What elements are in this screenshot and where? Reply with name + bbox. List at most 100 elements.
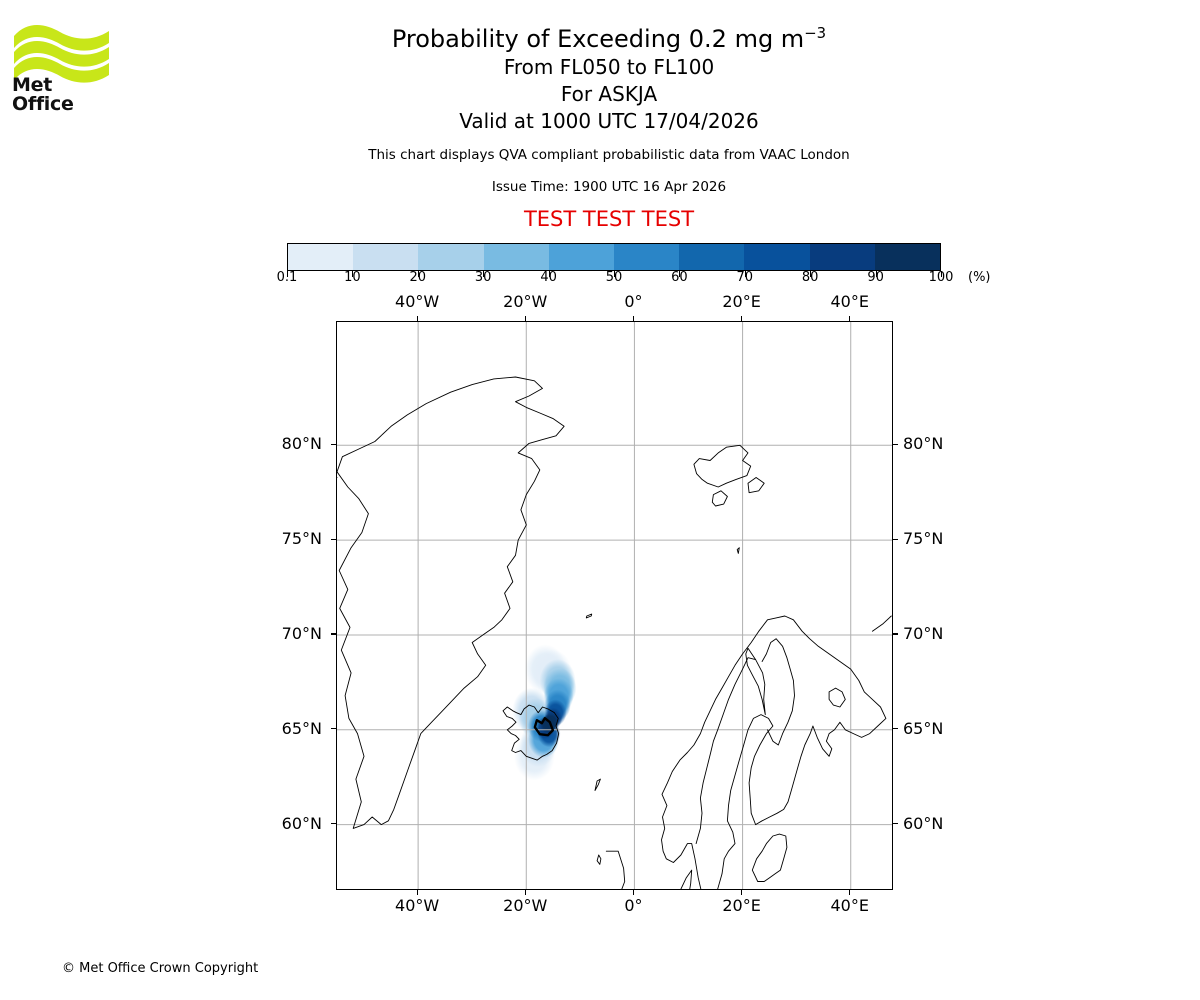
border-finland-sweden: [745, 647, 766, 716]
lon-tick-label-top: 40°E: [830, 292, 869, 311]
colorbar-tick: [875, 271, 877, 277]
lat-tick-label-right: 75°N: [903, 529, 944, 549]
coastline-denmark: [680, 869, 693, 889]
colorbar-swatch-1: [353, 244, 419, 270]
lat-tick-label-left: 60°N: [281, 813, 322, 833]
lon-tick-label-top: 20°E: [722, 292, 761, 311]
coastline-iceland: [502, 704, 560, 761]
colorbar-tick-label: 20: [409, 270, 427, 285]
lat-tick-right: [893, 633, 898, 635]
coastline-white-sea: [828, 687, 846, 708]
issue-time: Issue Time: 1900 UTC 16 Apr 2026: [491, 179, 727, 195]
lat-tick-right: [893, 728, 898, 730]
colorbar-tick-label: 100: [928, 270, 954, 285]
title-block: Probability of Exceeding 0.2 mg m−3 From…: [0, 24, 1200, 232]
volcano-subtitle: For ASKJA: [560, 82, 658, 106]
lon-tick-label-bottom: 20°W: [503, 896, 548, 915]
colorbar-tick-label: 80: [801, 270, 819, 285]
coastline-edgeoya: [747, 477, 765, 494]
page-title: Probability of Exceeding 0.2 mg m−3: [0, 24, 1200, 54]
qva-note: This chart displays QVA compliant probab…: [368, 147, 850, 163]
colorbar-gradient: [287, 243, 941, 271]
lat-tick-right: [893, 538, 898, 540]
colorbar-tick-label: 60: [671, 270, 688, 285]
coastline-outer-hebrides: [596, 854, 602, 865]
colorbar-swatch-5: [614, 244, 680, 270]
coastline-barents-coast: [871, 615, 892, 632]
colorbar-tick-label: 30: [474, 270, 492, 285]
lat-tick-right: [893, 823, 898, 825]
border-finland-russia: [761, 638, 795, 746]
coastline-layer: [337, 376, 892, 889]
coastline-baltic-states: [751, 833, 788, 882]
colorbar-tick-label: 0.1: [276, 270, 298, 285]
colorbar-swatch-8: [809, 244, 875, 270]
askja-source-marker: [533, 717, 555, 737]
lat-tick-label-left: 70°N: [281, 623, 322, 643]
met-office-logo: Met Office: [12, 22, 112, 114]
colorbar-tick: [614, 271, 616, 277]
map-plot-area[interactable]: [336, 321, 893, 890]
colorbar: [287, 243, 941, 271]
coastline-scandinavia: [661, 615, 887, 889]
colorbar-swatch-7: [744, 244, 810, 270]
colorbar-swatch-3: [483, 244, 549, 270]
lon-tick-bottom: [416, 890, 418, 895]
copyright-notice: © Met Office Crown Copyright: [62, 961, 259, 976]
colorbar-tick-label: 10: [344, 270, 361, 285]
border-norway-sweden: [695, 657, 757, 845]
page-title-exponent: −3: [804, 24, 827, 42]
colorbar-swatch-2: [418, 244, 484, 270]
colorbar-swatch-9: [874, 244, 941, 270]
colorbar-tick: [548, 271, 550, 277]
lon-tick-bottom: [849, 890, 851, 895]
lon-tick-bottom: [740, 890, 743, 895]
colorbar-tick: [744, 271, 746, 277]
colorbar-tick: [352, 271, 354, 277]
lon-tick-bottom: [524, 890, 526, 895]
lon-tick-label-top: 20°W: [503, 292, 548, 311]
lon-tick-label-top: 0°: [624, 292, 643, 311]
colorbar-tick-label: 50: [605, 270, 623, 285]
valid-time-subtitle: Valid at 1000 UTC 17/04/2026: [459, 109, 759, 133]
colorbar-tick: [483, 271, 485, 277]
coastline-sorkapp: [711, 490, 728, 507]
colorbar-swatch-0: [288, 244, 354, 270]
lon-tick-label-bottom: 20°E: [722, 896, 761, 915]
met-office-wave-mark: [14, 25, 109, 83]
colorbar-tick: [679, 271, 681, 277]
colorbar-tick: [417, 271, 419, 277]
colorbar-tick-label: 90: [867, 270, 884, 285]
coastline-svalbard: [693, 444, 752, 488]
lat-tick-label-right: 70°N: [903, 623, 944, 643]
graticule-layer: [337, 322, 892, 889]
lat-tick-label-right: 65°N: [903, 718, 944, 738]
colorbar-tick-label: 70: [736, 270, 754, 285]
coastline-jan-mayen: [585, 613, 593, 619]
colorbar-unit-label: (%): [968, 270, 991, 285]
colorbar-tick-label: 40: [540, 270, 557, 285]
lon-tick-bottom: [632, 890, 634, 895]
map-svg: [337, 322, 892, 889]
lat-tick-label-right: 80°N: [903, 434, 944, 454]
coastline-faroe-islands: [594, 778, 601, 791]
lon-tick-label-bottom: 40°E: [830, 896, 869, 915]
lon-tick-label-bottom: 0°: [624, 896, 643, 915]
colorbar-swatch-6: [679, 244, 745, 270]
lon-tick-label-bottom: 40°W: [395, 896, 440, 915]
colorbar-tick: [941, 271, 943, 277]
lat-tick-label-left: 80°N: [281, 434, 322, 454]
lat-tick-label-left: 75°N: [281, 529, 322, 549]
lat-tick-right: [893, 443, 898, 445]
colorbar-swatch-4: [548, 244, 615, 270]
colorbar-tick: [810, 271, 812, 277]
colorbar-tick-labels: 0.1 10 20 30 40 50 60 70 80 90 100: [237, 269, 991, 289]
test-banner: TEST TEST TEST: [523, 207, 695, 231]
lat-tick-label-right: 60°N: [903, 813, 944, 833]
coastline-bear-island: [736, 547, 740, 554]
coastline-britain: [605, 850, 626, 889]
flight-level-subtitle: From FL050 to FL100: [503, 55, 715, 79]
page-title-text: Probability of Exceeding 0.2 mg m: [391, 25, 805, 53]
lat-tick-label-left: 65°N: [281, 718, 322, 738]
met-office-wordmark: Met Office: [12, 74, 74, 115]
